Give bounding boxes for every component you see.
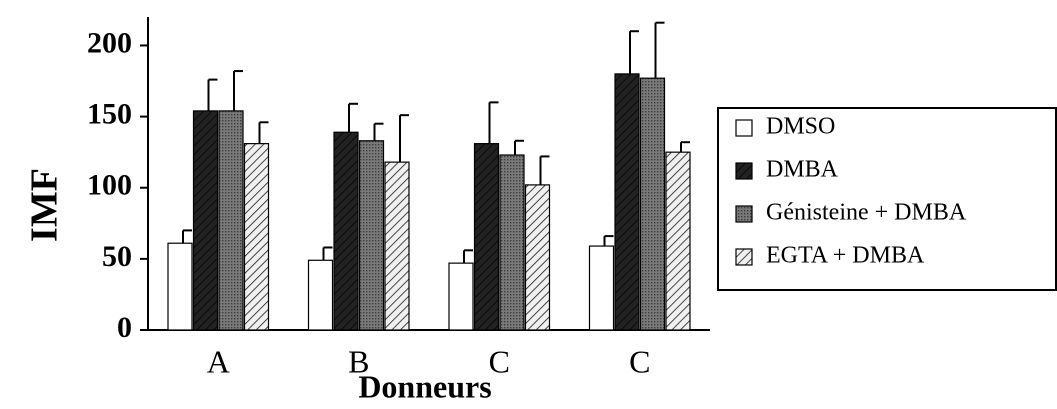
bar-texture xyxy=(474,143,499,330)
legend-swatch-texture xyxy=(736,249,752,265)
y-tick-label: 100 xyxy=(87,169,132,202)
y-axis-label: IMF xyxy=(24,168,66,242)
x-tick-label: A xyxy=(207,343,230,379)
x-axis-label: Donneurs xyxy=(358,368,491,404)
bar-texture xyxy=(500,155,524,330)
legend-label: Génisteine + DMBA xyxy=(766,200,967,226)
x-tick-label: B xyxy=(348,343,369,379)
bar-texture xyxy=(244,143,269,330)
legend-swatch xyxy=(735,119,753,137)
legend-swatch-texture xyxy=(736,206,752,222)
legend-label: DMBA xyxy=(766,157,839,183)
bar xyxy=(588,245,615,331)
legend-label: DMSO xyxy=(766,114,835,140)
bar-texture xyxy=(385,162,409,330)
bar-texture xyxy=(525,184,550,330)
y-tick-label: 200 xyxy=(87,26,132,59)
bar-texture xyxy=(334,132,358,330)
bar-texture xyxy=(219,110,243,331)
legend-label: EGTA + DMBA xyxy=(766,243,925,269)
x-tick-label: C xyxy=(489,343,510,379)
bar-texture xyxy=(359,140,384,330)
bar-texture xyxy=(666,152,690,330)
bar-texture xyxy=(640,78,665,330)
legend-swatch-texture xyxy=(736,163,752,179)
y-tick-label: 50 xyxy=(102,240,132,273)
legend-box xyxy=(717,107,1057,291)
y-tick-label: 150 xyxy=(87,97,132,130)
bar xyxy=(167,242,193,331)
bar-texture xyxy=(193,110,218,331)
x-tick-label: C xyxy=(629,343,650,379)
bar xyxy=(307,259,334,331)
y-tick-label: 0 xyxy=(117,311,132,344)
bar xyxy=(448,262,474,331)
bar-texture xyxy=(615,73,639,330)
